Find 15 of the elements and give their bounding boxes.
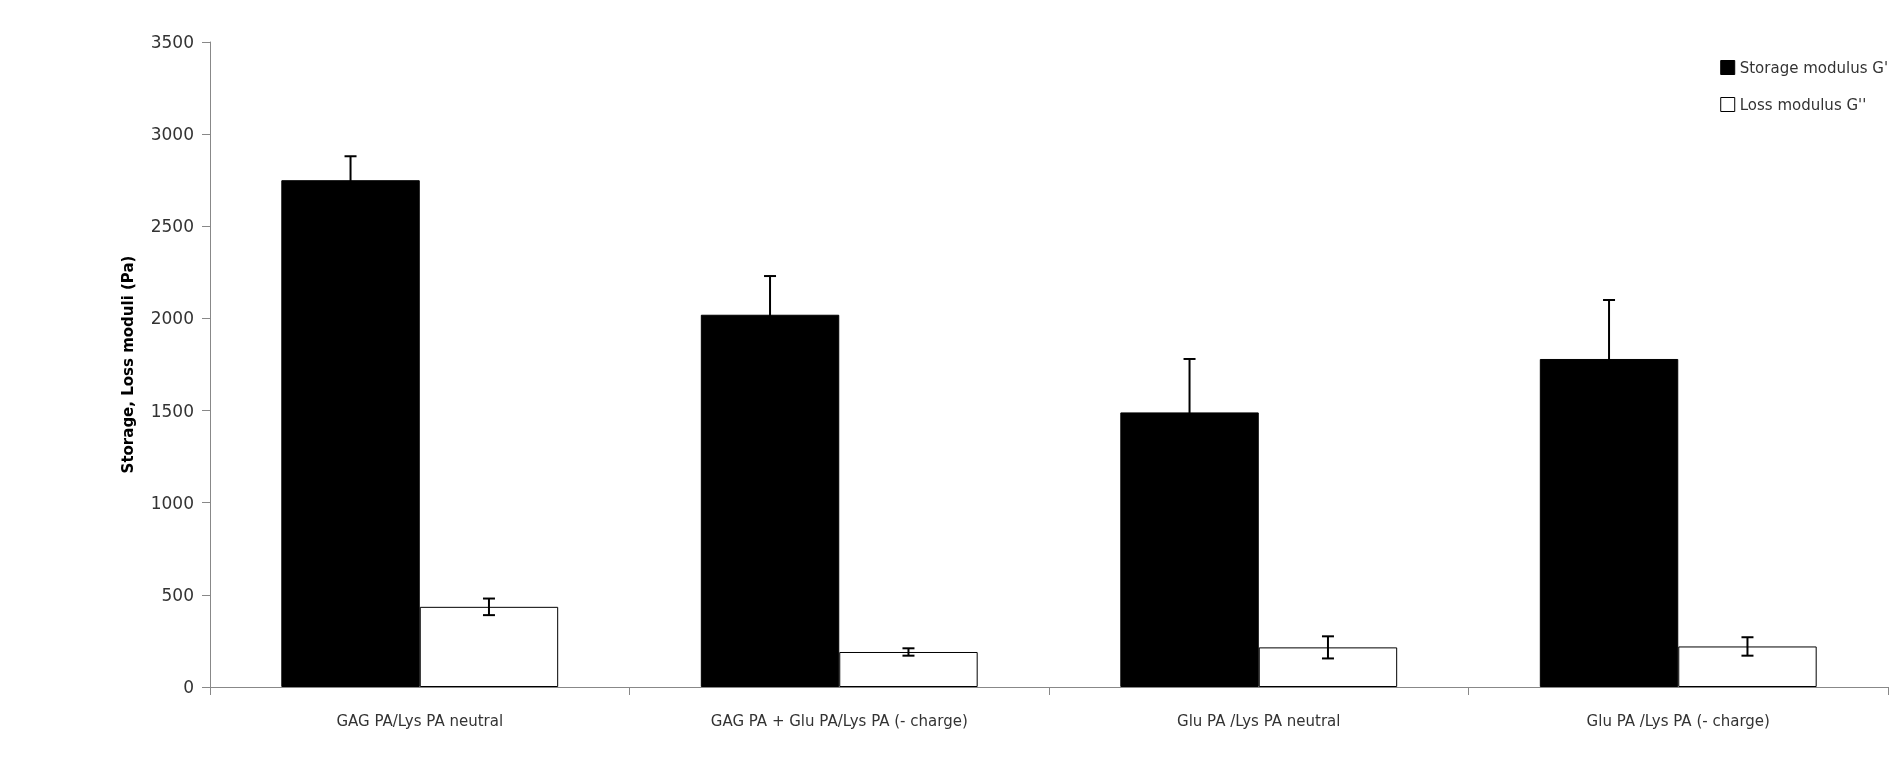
y-tick-label: 2500 <box>150 216 194 237</box>
y-tick-label: 3500 <box>150 32 194 52</box>
y-axis-title: Storage, Loss moduli (Pa) <box>118 255 137 474</box>
y-tick-label: 0 <box>183 677 194 697</box>
x-tick-label: Glu PA /Lys PA (- charge) <box>1586 711 1770 730</box>
legend-label: Loss modulus G'' <box>1739 95 1867 114</box>
legend-label: Storage modulus G' <box>1739 58 1888 77</box>
y-tick-label: 1500 <box>150 400 194 421</box>
y-tick-label: 2000 <box>150 308 194 329</box>
x-tick-label: GAG PA + Glu PA/Lys PA (- charge) <box>710 711 968 730</box>
x-tick-label: GAG PA/Lys PA neutral <box>336 711 504 730</box>
y-tick-label: 1000 <box>150 492 194 513</box>
y-tick-label: 3000 <box>150 124 194 145</box>
x-tick-label: Glu PA /Lys PA neutral <box>1177 711 1341 730</box>
y-tick-label: 500 <box>161 584 194 605</box>
